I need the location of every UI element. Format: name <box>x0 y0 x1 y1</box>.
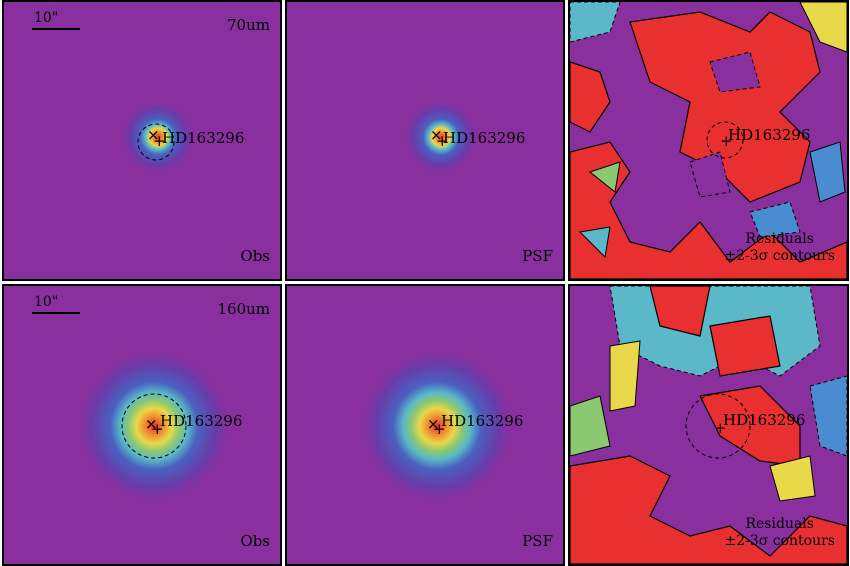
star-plus-icon: + <box>436 132 449 150</box>
target-label: HD163296 <box>728 126 811 144</box>
image-70um-residuals <box>570 2 847 279</box>
panel-70um-residuals: + HD163296 Residuals ±2-3σ contours <box>568 0 849 281</box>
image-160um-residuals <box>570 286 847 564</box>
star-plus-icon: + <box>153 132 166 150</box>
target-label: HD163296 <box>443 129 526 147</box>
scale-line <box>32 28 80 30</box>
panel-160um-obs: × + HD163296 160um Obs 10" <box>2 284 282 566</box>
scale-label: 10" <box>34 294 59 310</box>
panel-70um-psf: × + HD163296 PSF <box>285 0 565 281</box>
residuals-title: Residuals <box>745 516 814 532</box>
star-cross-icon: × <box>145 415 158 433</box>
residuals-contours: ±2-3σ contours <box>724 248 835 264</box>
image-160um-psf <box>287 286 563 564</box>
panel-160um-residuals: + HD163296 Residuals ±2-3σ contours <box>568 284 849 566</box>
scale-line <box>32 312 80 314</box>
star-plus-icon: + <box>714 419 727 437</box>
kind-label: PSF <box>522 532 553 550</box>
star-plus-icon: + <box>720 132 733 150</box>
star-cross-icon: × <box>427 415 440 433</box>
target-label: HD163296 <box>162 129 245 147</box>
image-70um-psf <box>287 2 563 279</box>
star-plus-icon: + <box>151 420 164 438</box>
image-70um-obs <box>4 2 280 279</box>
residuals-contours: ±2-3σ contours <box>724 533 835 549</box>
band-label: 160um <box>217 300 270 318</box>
residuals-label: Residuals ±2-3σ contours <box>724 231 835 265</box>
band-label: 70um <box>227 16 270 34</box>
target-label: HD163296 <box>441 412 524 430</box>
kind-label: Obs <box>240 247 270 265</box>
image-160um-obs <box>4 286 280 564</box>
panel-160um-psf: × + HD163296 PSF <box>285 284 565 566</box>
kind-label: Obs <box>240 532 270 550</box>
residuals-label: Residuals ±2-3σ contours <box>724 516 835 550</box>
panel-70um-obs: × + HD163296 70um Obs 10" <box>2 0 282 281</box>
star-cross-icon: × <box>430 126 443 144</box>
kind-label: PSF <box>522 247 553 265</box>
target-label: HD163296 <box>160 412 243 430</box>
residuals-title: Residuals <box>745 231 814 247</box>
target-label: HD163296 <box>723 411 806 429</box>
star-plus-icon: + <box>433 420 446 438</box>
star-cross-icon: × <box>147 126 160 144</box>
scale-label: 10" <box>34 10 59 26</box>
